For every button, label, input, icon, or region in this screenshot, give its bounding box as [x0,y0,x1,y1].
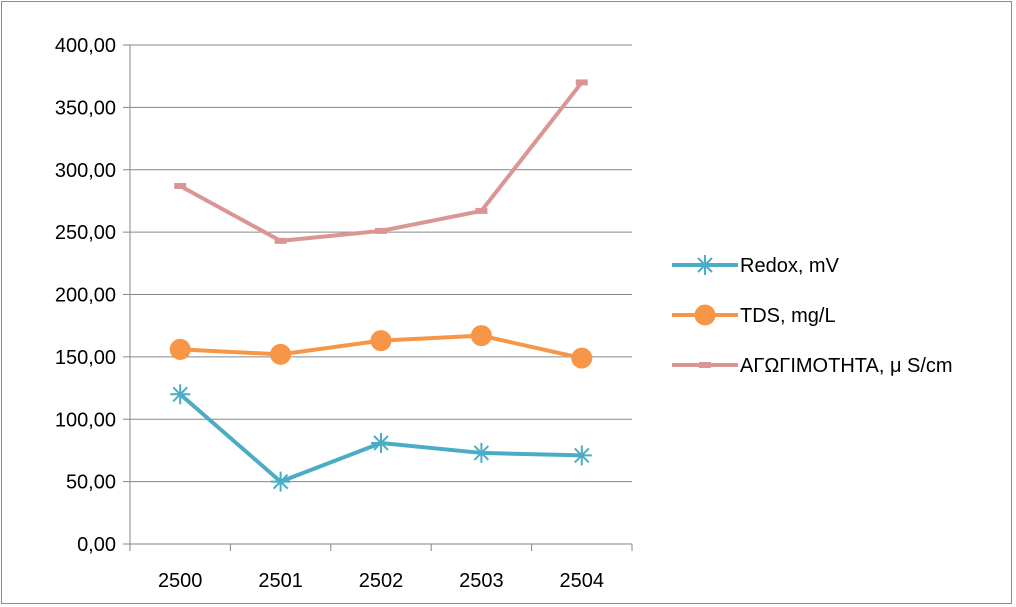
legend-label: TDS, mg/L [740,305,836,327]
data-point [571,347,593,369]
y-axis-tick-labels: 0,00 50,00 100,00 150,00 200,00 250,00 300,00 3… [55,35,116,556]
x-tick-label: 2504 [560,570,605,592]
x-tick-label: 2500 [158,570,203,592]
series-line [179,81,584,243]
y-tick-label: 150,00 [55,347,116,369]
legend-entry: Redox, mV [672,255,840,277]
data-point [270,471,291,492]
data-point [371,432,391,453]
data-point [170,384,191,405]
x-tick-label: 2502 [359,570,404,592]
y-tick-label: 200,00 [55,285,116,307]
legend-entry: TDS, mg/L [672,304,836,327]
data-point [470,325,492,347]
data-point [694,304,716,326]
x-axis-tick-labels: 2500 2501 2502 2503 2504 [158,570,604,592]
y-tick-label: 50,00 [66,472,116,494]
data-point [695,255,715,275]
data-point [571,445,592,466]
data-point [471,442,492,463]
x-tick-label: 2501 [258,570,303,592]
data-point [370,330,392,352]
y-tick-label: 400,00 [55,35,116,57]
series-lines [169,79,593,492]
y-tick-label: 250,00 [55,222,116,244]
legend-label: ΑΓΩΓΙΜΟΤΗΤΑ, μ S/cm [740,355,953,377]
data-point [270,343,292,365]
y-tick-label: 350,00 [55,97,116,119]
axes [123,44,633,551]
x-tick-label: 2503 [459,570,504,592]
y-tick-label: 300,00 [55,160,116,182]
y-tick-label: 0,00 [77,534,116,556]
legend-entry: ΑΓΩΓΙΜΟΤΗΤΑ, μ S/cm [672,355,953,377]
legend: Redox, mV TDS, mg/L ΑΓΩΓΙΜΟΤΗΤΑ, μ S/cm [672,255,953,377]
y-tick-label: 100,00 [55,409,116,431]
legend-label: Redox, mV [740,255,840,277]
data-point [169,338,191,360]
